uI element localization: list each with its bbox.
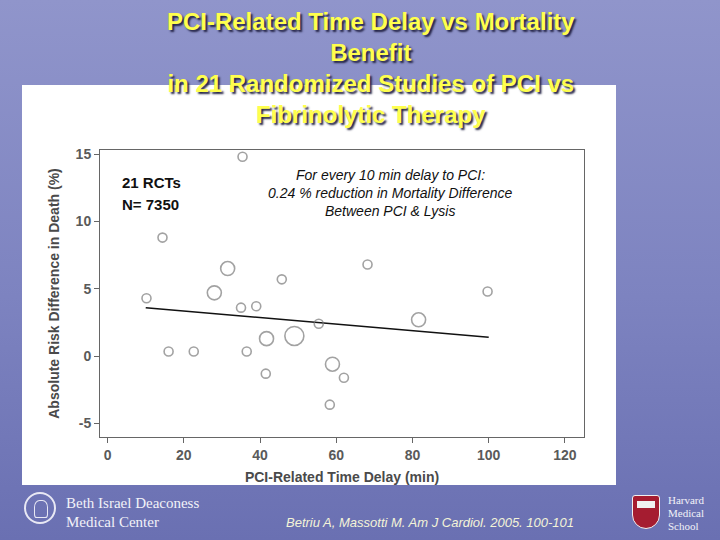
svg-text:Beth Israel Deaconess: Beth Israel Deaconess: [66, 495, 199, 511]
svg-text:20: 20: [176, 447, 192, 463]
svg-text:Betriu A, Massotti M. Am J Car: Betriu A, Massotti M. Am J Cardiol. 2005…: [286, 515, 574, 530]
svg-text:0: 0: [83, 348, 91, 364]
svg-text:PCI-Related Time Delay vs Mort: PCI-Related Time Delay vs MortalityBenef…: [167, 8, 575, 129]
svg-text:Between PCI & Lysis: Between PCI & Lysis: [325, 203, 455, 219]
svg-text:-5: -5: [79, 415, 92, 431]
svg-text:Harvard: Harvard: [668, 494, 705, 506]
svg-text:PCI-Related Time Delay (min): PCI-Related Time Delay (min): [245, 469, 439, 485]
svg-text:100: 100: [477, 447, 501, 463]
svg-text:0: 0: [104, 447, 112, 463]
svg-text:5: 5: [83, 281, 91, 297]
svg-text:120: 120: [553, 447, 577, 463]
svg-text:0.24 % reduction in Mortality: 0.24 % reduction in Mortality Difference: [268, 185, 513, 201]
svg-text:Medical: Medical: [668, 507, 704, 519]
svg-text:60: 60: [328, 447, 344, 463]
svg-text:N= 7350: N= 7350: [122, 196, 179, 213]
svg-text:10: 10: [76, 213, 92, 229]
svg-text:80: 80: [405, 447, 421, 463]
svg-text:15: 15: [76, 146, 92, 162]
svg-text:21 RCTs: 21 RCTs: [122, 174, 181, 191]
svg-text:School: School: [668, 520, 699, 532]
svg-text:40: 40: [252, 447, 268, 463]
svg-text:Medical Center: Medical Center: [66, 514, 159, 530]
svg-text:For every 10 min delay to PCI:: For every 10 min delay to PCI:: [296, 167, 485, 183]
svg-text:Absolute Risk Difference in De: Absolute Risk Difference in Death (%): [46, 168, 62, 419]
